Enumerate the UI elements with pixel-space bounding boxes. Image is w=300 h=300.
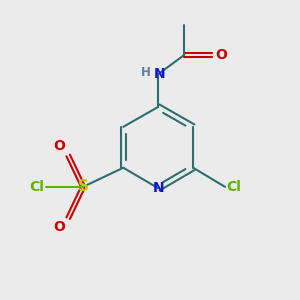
Text: N: N — [154, 67, 165, 81]
Text: O: O — [53, 139, 65, 153]
Text: O: O — [53, 220, 65, 234]
Text: H: H — [141, 66, 151, 79]
Text: S: S — [78, 179, 89, 194]
Text: N: N — [152, 181, 164, 195]
Text: Cl: Cl — [29, 180, 44, 194]
Text: Cl: Cl — [226, 180, 241, 194]
Text: O: O — [215, 48, 227, 62]
